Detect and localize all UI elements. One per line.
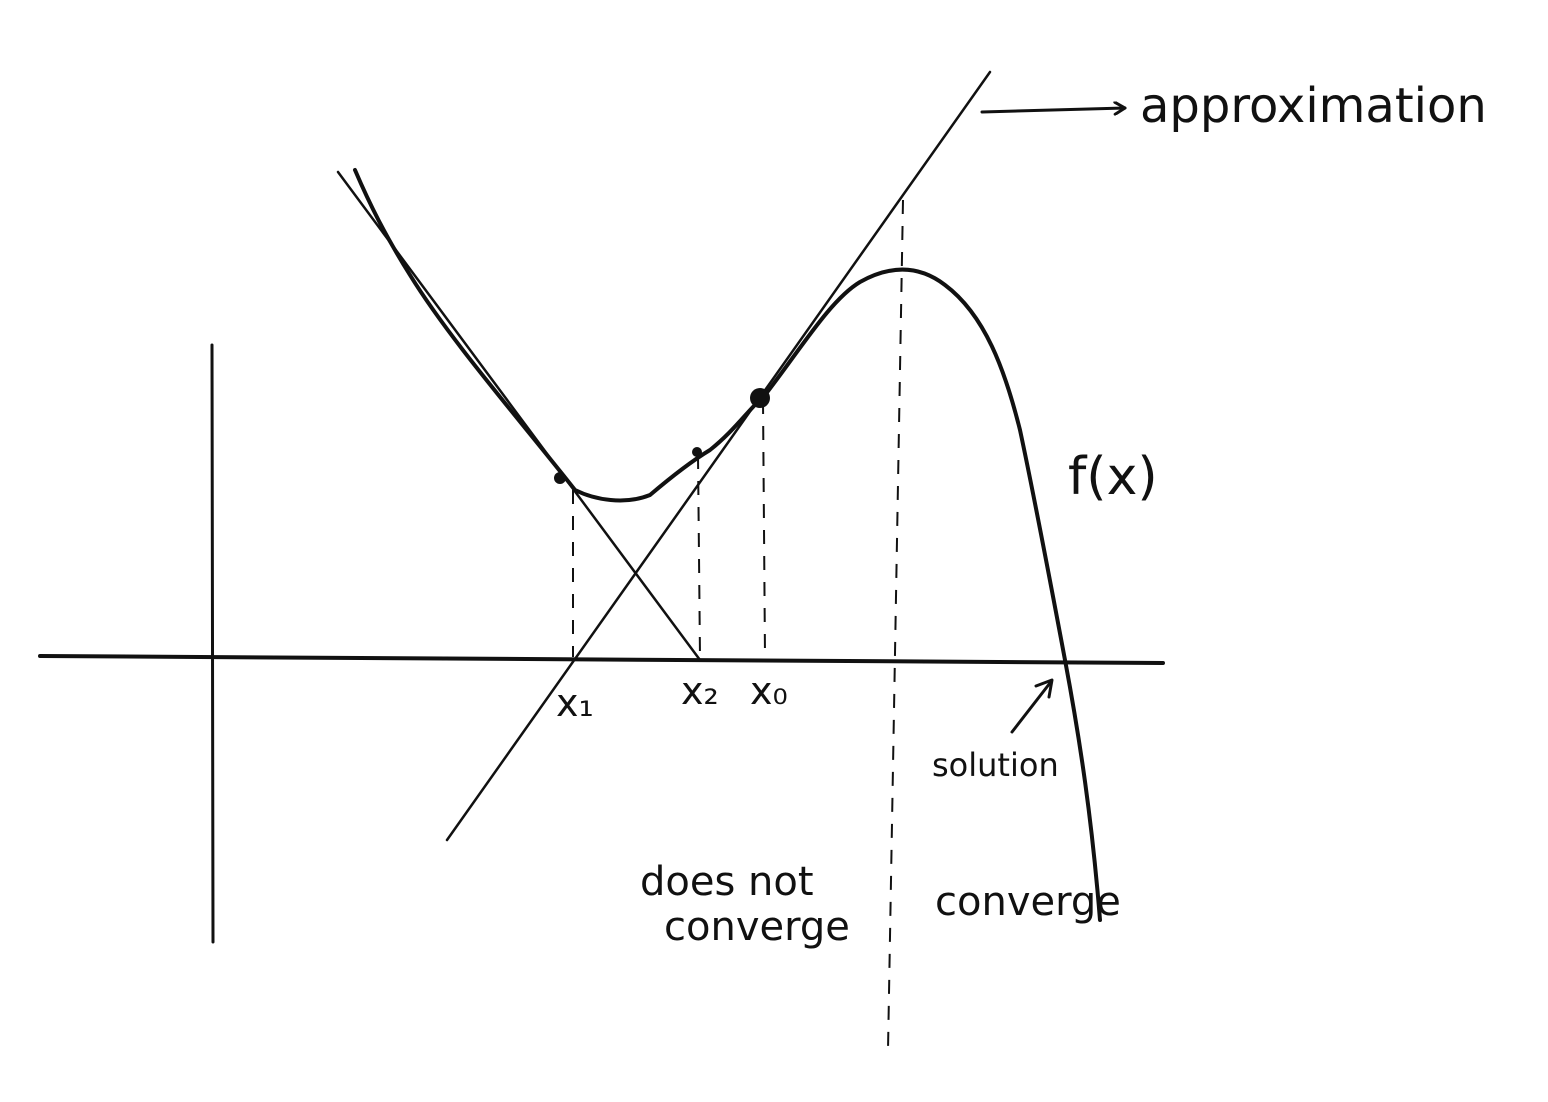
point-x0 [750,388,770,408]
function-label: f(x) [1068,447,1158,507]
approximation-label: approximation [1140,78,1487,134]
tangent-x0 [445,70,992,842]
point-x1 [554,472,566,484]
solution-arrowhead [1034,678,1054,699]
drop-x0 [762,399,766,658]
converge-label: converge [935,879,1121,925]
function-curve [353,168,1102,922]
does-not-converge-line2: converge [664,904,850,950]
x-axis [38,654,1165,665]
y-axis [210,343,215,944]
divider [887,199,904,1051]
approximation-arrow [980,108,1127,112]
drop-x2 [697,454,701,658]
x2-label: x₂ [681,669,719,713]
does-not-converge-line1: does not [640,859,814,905]
point-x2 [692,447,702,457]
x1-label: x₁ [556,681,594,725]
solution-arrow [1010,681,1052,734]
x0-label: x₀ [750,669,788,713]
solution-label: solution [932,746,1059,784]
